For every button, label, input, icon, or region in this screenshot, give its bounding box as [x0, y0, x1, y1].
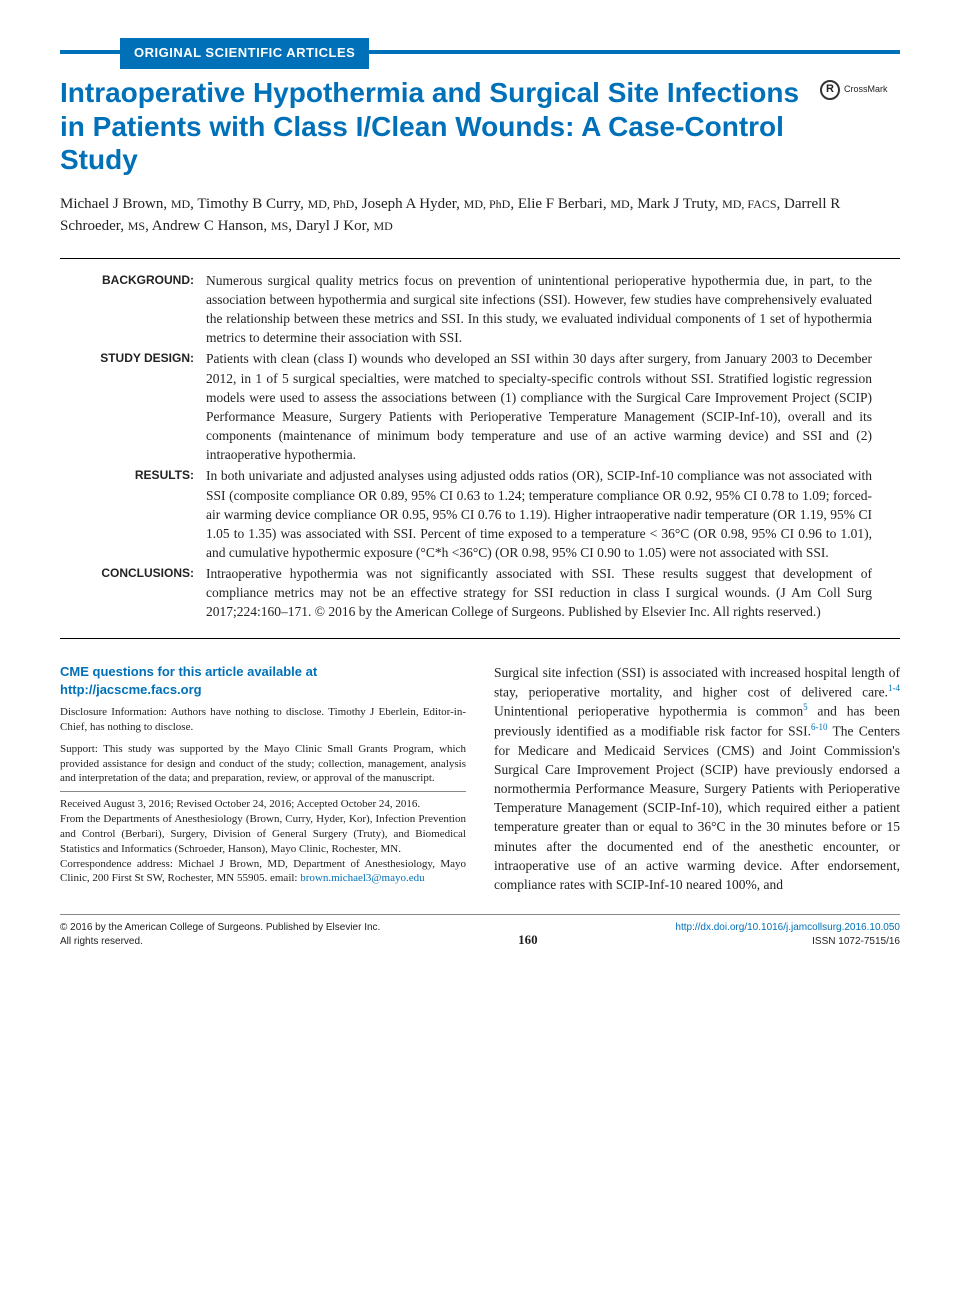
author: Elie F Berbari, MD — [518, 196, 630, 212]
title-row: Intraoperative Hypothermia and Surgical … — [60, 76, 900, 193]
issn: ISSN 1072-7515/16 — [675, 935, 900, 950]
crossmark-icon: R — [820, 80, 840, 100]
author: Michael J Brown, MD — [60, 196, 190, 212]
page-footer: © 2016 by the American College of Surgeo… — [60, 914, 900, 950]
abstract-conclusions: CONCLUSIONS: Intraoperative hypothermia … — [88, 564, 872, 621]
rights: All rights reserved. — [60, 935, 380, 950]
abstract-results: RESULTS: In both univariate and adjusted… — [88, 466, 872, 562]
doi-link[interactable]: http://dx.doi.org/10.1016/j.jamcollsurg.… — [675, 922, 900, 933]
author-cred: MD — [373, 219, 392, 233]
correspondence-email[interactable]: brown.michael3@mayo.edu — [300, 872, 424, 884]
page-number: 160 — [518, 931, 538, 950]
abs-text-results: In both univariate and adjusted analyses… — [206, 466, 872, 562]
abstract-design: STUDY DESIGN: Patients with clean (class… — [88, 349, 872, 464]
author-cred: MS — [128, 219, 145, 233]
copyright: © 2016 by the American College of Surgeo… — [60, 921, 380, 936]
abstract: BACKGROUND: Numerous surgical quality me… — [60, 258, 900, 639]
support: Support: This study was supported by the… — [60, 742, 466, 787]
body-paragraph: Surgical site infection (SSI) is associa… — [494, 663, 900, 894]
author-cred: MD, PhD — [308, 197, 355, 211]
received: Received August 3, 2016; Revised October… — [60, 797, 466, 812]
author: Andrew C Hanson, MS — [152, 218, 289, 234]
ref-6-10[interactable]: 6-10 — [811, 722, 828, 732]
crossmark-text: CrossMark — [844, 83, 888, 96]
author: Timothy B Curry, MD, PhD — [197, 196, 354, 212]
footer-left: © 2016 by the American College of Surgeo… — [60, 921, 380, 950]
category-banner: ORIGINAL SCIENTIFIC ARTICLES — [60, 50, 900, 54]
article-title: Intraoperative Hypothermia and Surgical … — [60, 76, 800, 177]
correspondence: Correspondence address: Michael J Brown,… — [60, 857, 466, 887]
cme-callout: CME questions for this article available… — [60, 663, 466, 699]
author-cred: MD, PhD — [464, 197, 511, 211]
footer-right: http://dx.doi.org/10.1016/j.jamcollsurg.… — [675, 921, 900, 950]
divider — [60, 791, 466, 792]
affiliations: From the Departments of Anesthesiology (… — [60, 812, 466, 857]
cme-line1: CME questions for this article available… — [60, 664, 317, 679]
right-column: Surgical site infection (SSI) is associa… — [494, 663, 900, 894]
disclosure: Disclosure Information: Authors have not… — [60, 705, 466, 735]
author-cred: MD, FACS — [722, 197, 776, 211]
abs-text-conclusions: Intraoperative hypothermia was not signi… — [206, 564, 872, 621]
author: Joseph A Hyder, MD, PhD — [362, 196, 511, 212]
cme-url[interactable]: http://jacscme.facs.org — [60, 681, 466, 699]
author-cred: MS — [271, 219, 288, 233]
body-seg-2: Unintentional perioperative hypothermia … — [494, 704, 803, 719]
abs-text-design: Patients with clean (class I) wounds who… — [206, 349, 872, 464]
author-cred: MD — [610, 197, 629, 211]
abstract-background: BACKGROUND: Numerous surgical quality me… — [88, 271, 872, 348]
author-list: Michael J Brown, MD, Timothy B Curry, MD… — [60, 193, 900, 238]
left-column: CME questions for this article available… — [60, 663, 466, 894]
author-cred: MD — [171, 197, 190, 211]
author: Mark J Truty, MD, FACS — [637, 196, 776, 212]
abs-label-background: BACKGROUND: — [88, 271, 206, 348]
abs-label-conclusions: CONCLUSIONS: — [88, 564, 206, 621]
abs-text-background: Numerous surgical quality metrics focus … — [206, 271, 872, 348]
abs-label-results: RESULTS: — [88, 466, 206, 562]
body-columns: CME questions for this article available… — [60, 663, 900, 894]
abs-label-design: STUDY DESIGN: — [88, 349, 206, 464]
category-label: ORIGINAL SCIENTIFIC ARTICLES — [120, 38, 369, 69]
ref-1-4[interactable]: 1-4 — [888, 683, 900, 693]
author: Daryl J Kor, MD — [296, 218, 393, 234]
crossmark-badge[interactable]: R CrossMark — [820, 80, 900, 100]
body-seg-1: Surgical site infection (SSI) is associa… — [494, 665, 900, 700]
body-seg-4: The Centers for Medicare and Medicaid Se… — [494, 724, 900, 892]
